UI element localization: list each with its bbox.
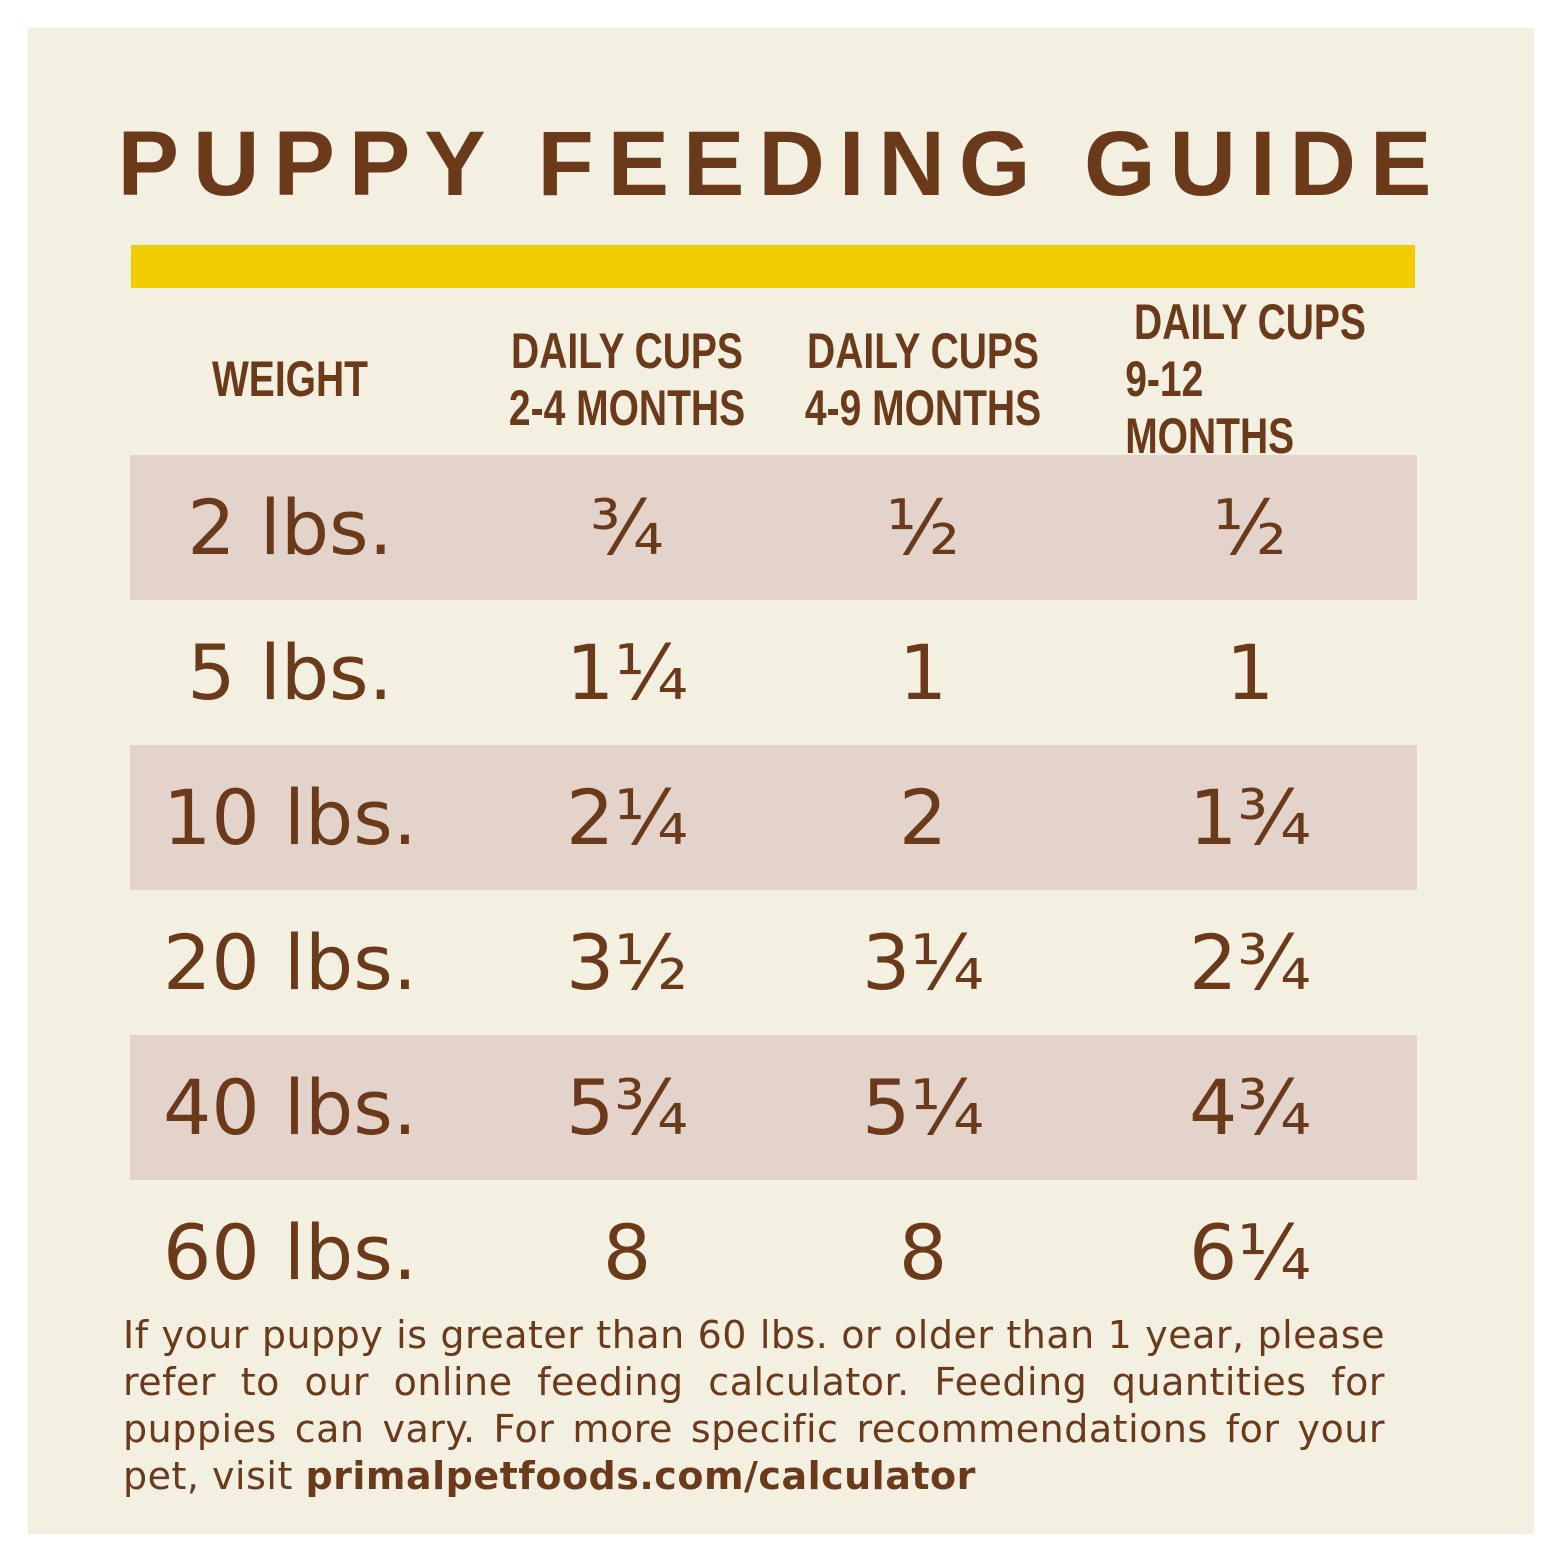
column-header: DAILY CUPS 9-12 MONTHS: [1125, 294, 1375, 464]
table-row: 2 lbs. ¾ ½ ½: [130, 455, 1417, 600]
header-line: WEIGHT: [212, 351, 368, 407]
column-header: DAILY CUPS 4-9 MONTHS: [798, 322, 1048, 437]
cups-cell: 3¼: [861, 918, 984, 1007]
cups-cell: 1: [1225, 628, 1275, 717]
table-row: 10 lbs. 2¼ 2 1¾: [130, 745, 1417, 890]
table-row: 40 lbs. 5¾ 5¼ 4¾: [130, 1035, 1417, 1180]
title: PUPPY FEEDING GUIDE: [117, 113, 1446, 215]
header-line: 4-9 MONTHS: [804, 379, 1042, 436]
cups-cell: 5¼: [861, 1063, 984, 1152]
weight-cell: 60 lbs.: [163, 1208, 417, 1297]
cups-cell: 6¼: [1188, 1208, 1311, 1297]
header-line: 2-4 MONTHS: [508, 379, 746, 436]
header-line: DAILY CUPS: [511, 322, 743, 379]
cups-cell: 2: [898, 773, 948, 862]
note-text: If your puppy is greater than 60 lbs. or…: [123, 1313, 1385, 1498]
cups-cell: ½: [886, 483, 960, 572]
header-line: 9-12 MONTHS: [1125, 351, 1295, 464]
note: If your puppy is greater than 60 lbs. or…: [123, 1312, 1385, 1500]
cups-cell: 5¾: [565, 1063, 688, 1152]
cups-cell: 8: [898, 1208, 948, 1297]
cups-cell: 1¼: [565, 628, 688, 717]
cups-cell: 8: [602, 1208, 652, 1297]
table-row: 60 lbs. 8 8 6¼: [130, 1180, 1417, 1325]
weight-cell: 10 lbs.: [163, 773, 417, 862]
accent-bar: [131, 245, 1415, 288]
note-link: primalpetfoods.com/calculator: [305, 1454, 976, 1498]
cups-cell: 3½: [565, 918, 688, 1007]
weight-cell: 20 lbs.: [163, 918, 417, 1007]
cups-cell: 4¾: [1188, 1063, 1311, 1152]
cups-cell: ½: [1213, 483, 1287, 572]
column-header: DAILY CUPS 2-4 MONTHS: [502, 322, 752, 437]
table-row: 5 lbs. 1¼ 1 1: [130, 600, 1417, 745]
column-header: WEIGHT: [165, 322, 415, 437]
weight-cell: 2 lbs.: [187, 483, 393, 572]
cups-cell: 1¾: [1188, 773, 1311, 862]
table-row: 20 lbs. 3½ 3¼ 2¾: [130, 890, 1417, 1035]
weight-cell: 40 lbs.: [163, 1063, 417, 1152]
cups-cell: 2¾: [1188, 918, 1311, 1007]
cups-cell: 1: [898, 628, 948, 717]
cups-cell: ¾: [590, 483, 664, 572]
cups-cell: 2¼: [565, 773, 688, 862]
weight-cell: 5 lbs.: [187, 628, 393, 717]
header-line: DAILY CUPS: [1134, 294, 1366, 350]
header-line: DAILY CUPS: [807, 322, 1039, 379]
